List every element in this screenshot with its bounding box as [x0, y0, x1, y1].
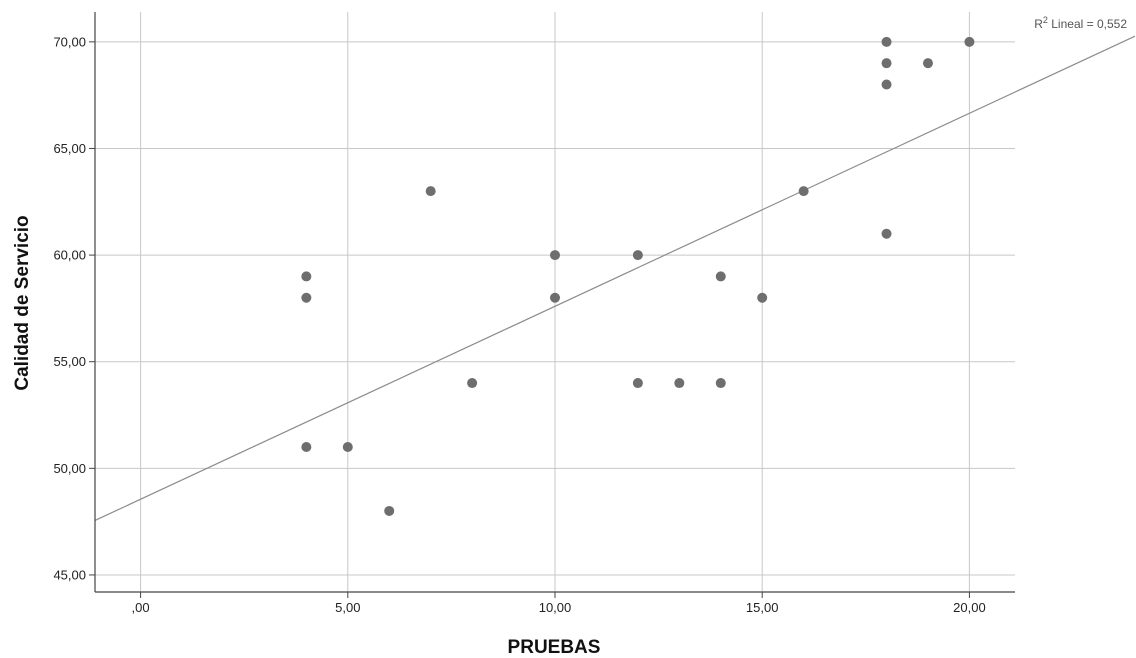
y-tick-label: 65,00 [53, 141, 86, 156]
y-tick-label: 55,00 [53, 354, 86, 369]
data-point [342, 442, 353, 452]
tick-labels: ,00 5,00 10,00 15,00 20,00 45,00 50,00 55,00 60,… [53, 34, 985, 615]
x-tick-label: 5,00 [335, 600, 360, 615]
data-points [301, 36, 975, 516]
data-point [301, 292, 312, 303]
r2-superscript: 2 [1043, 15, 1048, 25]
x-tick-label: 20,00 [953, 600, 986, 615]
data-point [550, 292, 560, 303]
x-tick-label: ,00 [132, 600, 150, 615]
data-point [674, 378, 685, 389]
data-point [467, 378, 478, 389]
r2-value: Lineal = 0,552 [1048, 17, 1127, 31]
y-tick-label: 50,00 [53, 461, 86, 476]
data-point [301, 442, 312, 452]
data-point [964, 36, 975, 47]
data-point [881, 58, 892, 69]
data-point [881, 79, 892, 90]
fit-line-layer [94, 35, 1136, 522]
data-point [550, 250, 560, 261]
data-point [301, 271, 312, 282]
x-tick-label: 15,00 [746, 600, 779, 615]
x-axis-title: PRUEBAS [508, 637, 601, 658]
data-point [881, 36, 892, 47]
data-point [757, 292, 768, 303]
axes [89, 12, 1015, 598]
y-tick-label: 70,00 [53, 34, 86, 49]
data-point [881, 228, 892, 239]
data-point [425, 186, 436, 197]
x-tick-label: 10,00 [539, 600, 572, 615]
data-point [632, 250, 643, 261]
data-point [715, 378, 726, 389]
linear-fit-line [94, 35, 1136, 522]
data-point [922, 58, 933, 69]
data-point [384, 505, 395, 516]
y-tick-label: 60,00 [53, 248, 86, 263]
data-point [715, 271, 726, 282]
y-tick-label: 45,00 [53, 567, 86, 582]
fit-line-r2-label: R2 Lineal = 0,552 [1034, 15, 1127, 31]
data-point [632, 378, 643, 389]
data-point [798, 186, 809, 197]
y-axis-title: Calidad de Servicio [12, 215, 33, 390]
